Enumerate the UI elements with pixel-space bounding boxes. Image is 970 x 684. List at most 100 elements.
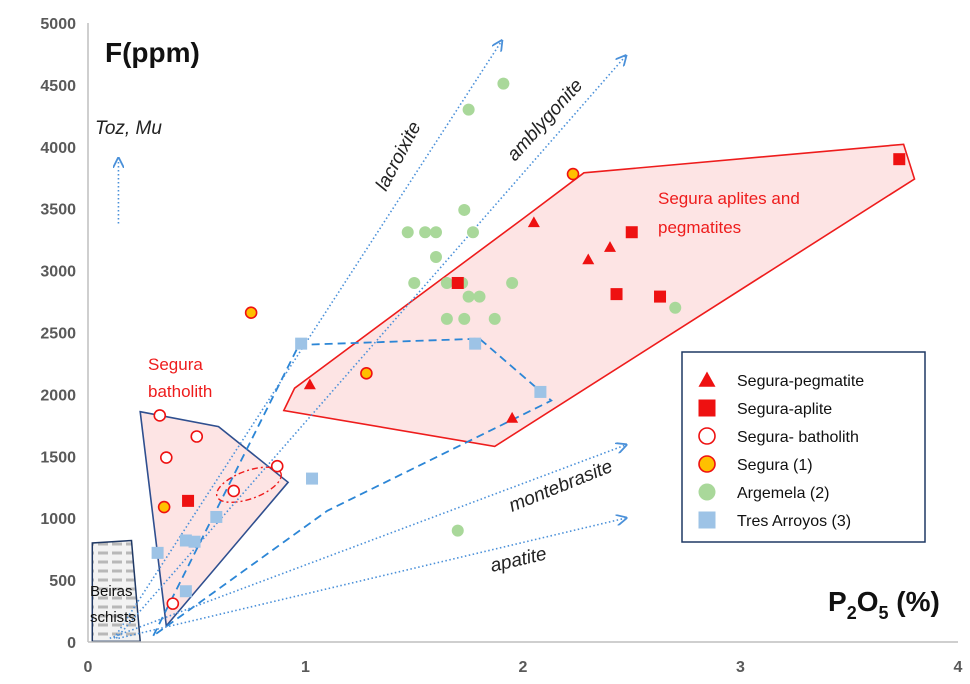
point-segura-batholith (160, 451, 173, 464)
point-segura-1 (360, 367, 373, 380)
point-argemela-2 (419, 226, 432, 239)
point-segura-1 (244, 306, 258, 319)
point-segura-aplite (610, 288, 623, 301)
point-segura-batholith (190, 430, 204, 443)
point-argemela-2 (430, 226, 442, 239)
point-tres-arroyos-3 (188, 535, 201, 548)
y-axis-label: F(ppm) (105, 37, 200, 68)
legend-label-argemela-2: Argemela (2) (737, 485, 829, 502)
y-tick-label: 4500 (40, 78, 76, 95)
x-tick-label: 1 (301, 659, 310, 676)
arrow-lacroixite (113, 42, 501, 639)
x-tick-label: 2 (519, 659, 528, 676)
annotation-toz-mu: Toz, Mu (95, 118, 162, 139)
trend-arrows-layer (109, 42, 625, 640)
x-axis-label: P2O5 (%) (828, 586, 940, 623)
point-segura-aplite (893, 153, 906, 166)
point-argemela-2 (488, 312, 501, 325)
point-tres-arroyos-3 (295, 337, 308, 350)
legend: Segura-pegmatite Segura-aplite Segura- bat… (681, 351, 926, 543)
point-argemela-2 (497, 77, 510, 90)
point-segura-pegmatite (604, 241, 616, 252)
x-tick-label: 3 (736, 659, 745, 676)
legend-marker-segura-aplite (698, 399, 716, 417)
annotation-lacroixite: lacroixite (372, 118, 426, 194)
point-argemela-2 (408, 276, 421, 289)
legend-box (681, 351, 926, 543)
point-argemela-2 (462, 290, 475, 303)
y-tick-label: 3000 (40, 264, 76, 281)
tres-arroyos-outline (152, 337, 553, 637)
legend-label-segura-batholith: Segura- batholith (737, 429, 859, 446)
point-tres-arroyos-3 (151, 546, 164, 559)
point-argemela-2 (669, 301, 682, 314)
y-tick-label: 0 (67, 635, 76, 652)
annotation-amblygonite: amblygonite (503, 75, 587, 165)
legend-label-segura-aplite: Segura-aplite (737, 401, 832, 418)
y-tick-label: 2500 (40, 326, 76, 343)
point-segura-pegmatite (303, 378, 316, 390)
arrow-apatite (118, 518, 625, 640)
legend-marker-segura-1 (698, 455, 716, 473)
label-segura-aplites: Segura aplites and (658, 189, 800, 208)
x-tick-labels: 0 1 2 3 4 (84, 659, 963, 676)
point-argemela-2 (440, 312, 453, 325)
data-points-layer (151, 77, 906, 610)
legend-marker-tres-arroyos-3 (698, 511, 716, 529)
y-tick-label: 1000 (40, 511, 76, 528)
point-segura-batholith (166, 597, 180, 610)
point-argemela-2 (473, 290, 486, 303)
point-argemela-2 (466, 226, 479, 239)
label-schists: schists (90, 609, 136, 626)
point-segura-aplite (654, 290, 667, 303)
point-segura-batholith (153, 409, 167, 422)
x-tick-label: 0 (84, 659, 93, 676)
point-segura-batholith (270, 459, 284, 473)
y-tick-label: 2000 (40, 387, 76, 404)
point-tres-arroyos-3 (306, 472, 319, 485)
segura-aplites-pegmatites-region (282, 143, 916, 448)
point-tres-arroyos-3 (534, 385, 547, 398)
point-argemela-2 (506, 276, 519, 289)
legend-label-tres-arroyos-3: Tres Arroyos (3) (737, 513, 851, 530)
arrow-amblygonite (115, 56, 625, 639)
point-argemela-2 (451, 524, 464, 537)
point-segura-aplite (625, 226, 638, 239)
point-argemela-2 (458, 203, 471, 216)
y-tick-label: 5000 (40, 16, 76, 33)
point-tres-arroyos-3 (210, 510, 223, 523)
legend-marker-segura-pegmatite (698, 371, 716, 387)
point-segura-1 (566, 167, 580, 181)
point-argemela-2 (462, 103, 475, 116)
point-argemela-2 (458, 312, 471, 325)
point-segura-batholith (227, 484, 241, 498)
point-argemela-2 (401, 226, 414, 239)
point-tres-arroyos-3 (469, 337, 482, 350)
legend-label-segura-1: Segura (1) (737, 457, 813, 474)
y-tick-label: 500 (49, 573, 76, 590)
segura-batholith-ellipse (215, 466, 282, 504)
label-segura-batholith-1: Segura (148, 355, 203, 374)
point-segura-pegmatite (582, 253, 595, 265)
legend-label-segura-pegmatite: Segura-pegmatite (737, 373, 864, 390)
label-beiras: Beiras (90, 583, 133, 600)
legend-marker-argemela-2 (698, 483, 716, 501)
annotation-montebrasite: montebrasite (506, 456, 616, 517)
y-tick-label: 4000 (40, 140, 76, 157)
y-tick-labels: 0 500 1000 1500 2000 2500 3000 3500 4000 4500 5000 (40, 16, 76, 652)
y-tick-label: 3500 (40, 202, 76, 219)
x-tick-label: 4 (954, 659, 963, 676)
point-segura-pegmatite (527, 216, 540, 228)
legend-marker-segura-batholith (698, 427, 716, 445)
y-tick-label: 1500 (40, 449, 76, 466)
point-tres-arroyos-3 (179, 585, 192, 598)
point-segura-pegmatite (506, 411, 519, 423)
label-segura-pegmatites: pegmatites (658, 218, 741, 237)
point-segura-aplite (451, 276, 464, 289)
point-argemela-2 (430, 250, 442, 263)
label-segura-batholith-2: batholith (148, 382, 212, 401)
point-segura-1 (157, 500, 171, 514)
point-segura-aplite (182, 494, 195, 507)
point-argemela-2 (440, 276, 453, 289)
